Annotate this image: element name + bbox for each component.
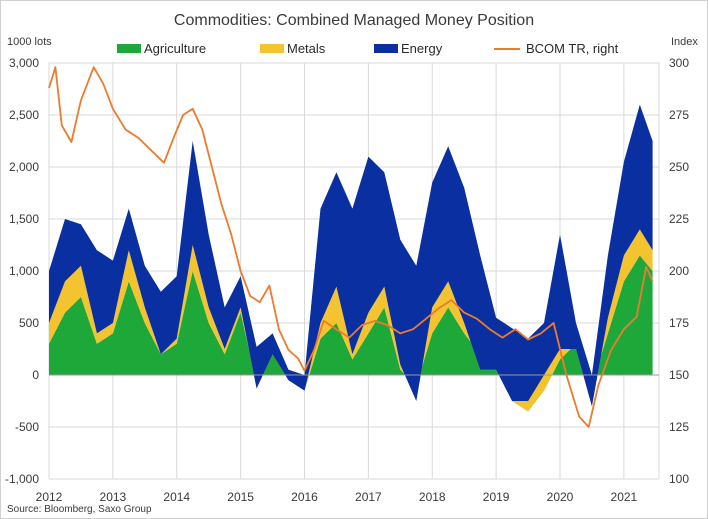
x-tick-label: 2017	[355, 490, 382, 504]
bcom-line-layer	[48, 66, 654, 428]
legend-label-bcom: BCOM TR, right	[526, 41, 619, 56]
x-tick-label: 2020	[547, 490, 574, 504]
legend: Agriculture Metals Energy BCOM TR, right	[117, 41, 619, 56]
area-energy	[49, 104, 653, 407]
x-tick-label: 2012	[36, 490, 63, 504]
x-tick-label: 2016	[291, 490, 318, 504]
right-axis-unit: Index	[671, 36, 698, 48]
y2-tick-label: 225	[669, 212, 689, 226]
legend-swatch-metals	[260, 44, 284, 53]
legend-swatch-energy	[374, 44, 398, 53]
y2-tick-label: 175	[669, 316, 689, 330]
legend-label-agriculture: Agriculture	[144, 41, 206, 56]
x-tick-label: 2019	[483, 490, 510, 504]
x-tick-label: 2014	[163, 490, 190, 504]
y-tick-label: 1,500	[9, 212, 39, 226]
right-axis-ticks: 300 275 250 225 200 175 150 125 100	[669, 56, 689, 486]
left-axis-unit: 1000 lots	[7, 36, 52, 48]
x-axis-ticks: 2012 2013 2014 2015 2016 2017 2018 2019 2020 2021	[36, 490, 638, 504]
chart-title: Commodities: Combined Managed Money Posi…	[174, 12, 534, 29]
stacked-areas	[49, 104, 653, 412]
area-metals	[49, 229, 653, 412]
area-agriculture	[49, 255, 653, 412]
legend-label-metals: Metals	[287, 41, 326, 56]
x-tick-label: 2021	[611, 490, 638, 504]
y-tick-label: 1,000	[9, 264, 39, 278]
y2-tick-label: 275	[669, 108, 689, 122]
y-tick-label: 0	[32, 368, 39, 382]
y2-tick-label: 200	[669, 264, 689, 278]
x-tick-label: 2013	[100, 490, 127, 504]
y2-tick-label: 300	[669, 56, 689, 70]
legend-swatch-agriculture	[117, 44, 141, 53]
y-tick-label: -500	[15, 420, 39, 434]
bcom-line	[48, 66, 654, 428]
source-note: Source: Bloomberg, Saxo Group	[7, 504, 152, 515]
legend-label-energy: Energy	[401, 41, 443, 56]
y-tick-label: 2,000	[9, 160, 39, 174]
y-tick-label: -1,000	[5, 472, 39, 486]
y2-tick-label: 125	[669, 420, 689, 434]
x-tick-label: 2018	[419, 490, 446, 504]
y2-tick-label: 250	[669, 160, 689, 174]
y-tick-label: 2,500	[9, 108, 39, 122]
x-tick-label: 2015	[227, 490, 254, 504]
left-axis-ticks: 3,000 2,500 2,000 1,500 1,000 500 0 -500 -1,000	[5, 56, 39, 486]
y2-tick-label: 150	[669, 368, 689, 382]
y-tick-label: 500	[19, 316, 39, 330]
y-tick-label: 3,000	[9, 56, 39, 70]
y2-tick-label: 100	[669, 472, 689, 486]
